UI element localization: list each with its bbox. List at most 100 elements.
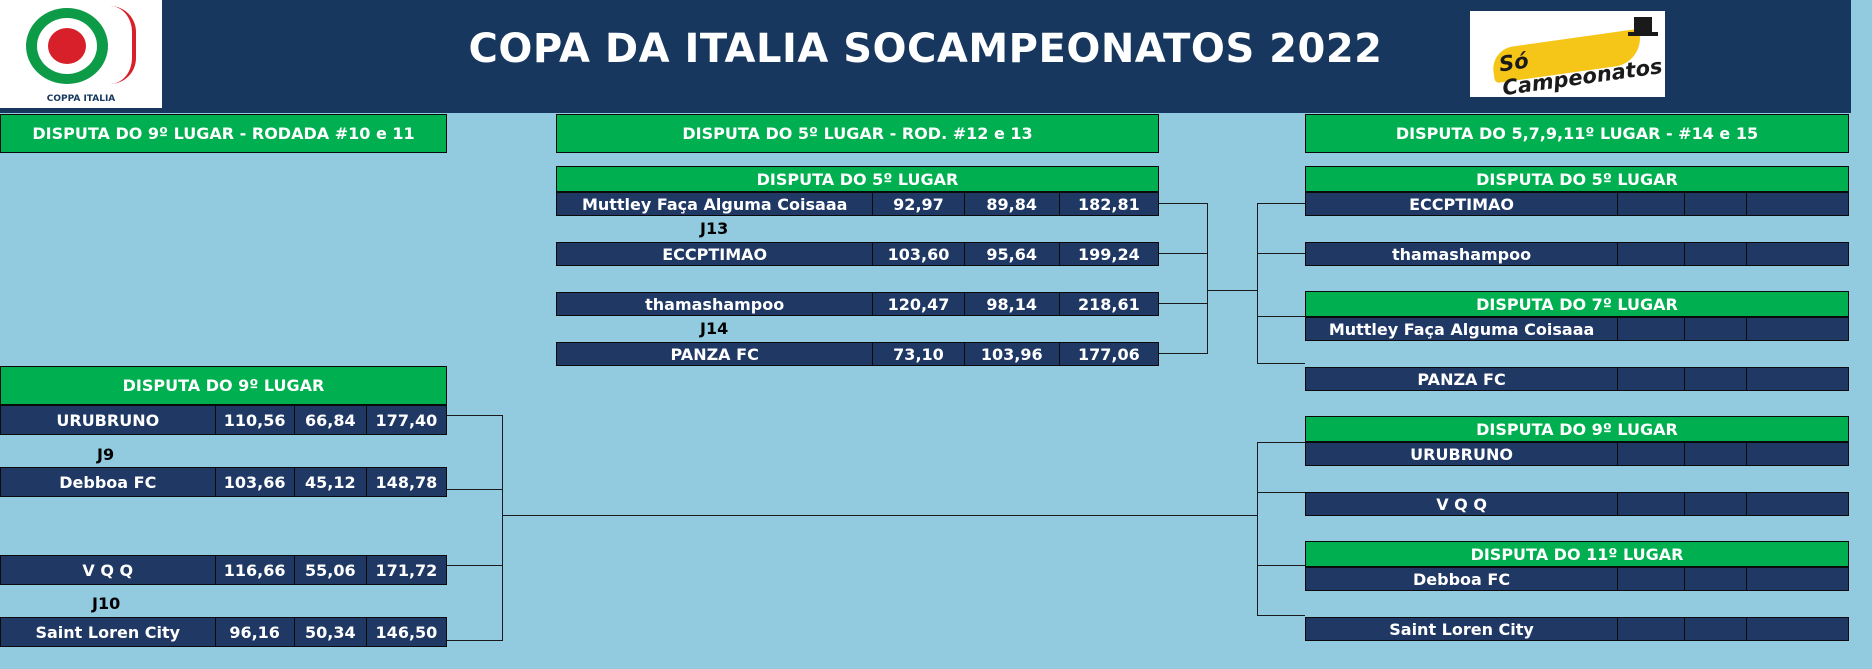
- j10-label: J10: [92, 594, 121, 613]
- score-total: 218,61: [1078, 294, 1140, 314]
- table-row: Muttley Faça Alguma Coisaaa: [1305, 317, 1849, 341]
- bracket-line: [1257, 442, 1258, 615]
- team-name: V Q Q: [1306, 493, 1619, 515]
- score-total: 182,81: [1078, 194, 1140, 214]
- score-total: [1747, 318, 1848, 340]
- team-name: Debboa FC: [1306, 568, 1619, 590]
- score-1: 103,66: [216, 468, 295, 496]
- score-1: 116,66: [216, 556, 295, 584]
- coppa-italia-caption: COPPA ITALIA: [46, 94, 116, 104]
- table-row: ECCPTIMAO: [1305, 192, 1849, 216]
- team-name: URUBRUNO: [1, 406, 216, 434]
- table-row: PANZA FC: [1305, 367, 1849, 391]
- table-row: thamashampoo 120,47 98,14 218,61: [556, 292, 1159, 316]
- middle-subheader: DISPUTA DO 5º LUGAR: [556, 166, 1159, 192]
- score-1: [1618, 443, 1685, 465]
- score-total: 199,24: [1078, 244, 1140, 264]
- bracket-line: [1159, 253, 1207, 254]
- score-1: [1618, 618, 1685, 640]
- bracket-line: [1257, 253, 1305, 254]
- bracket-line: [447, 565, 502, 566]
- score-2: [1685, 368, 1747, 390]
- right-section-header: DISPUTA DO 5,7,9,11º LUGAR - #14 e 15: [1305, 114, 1849, 153]
- score-2: 103,96: [965, 343, 1060, 365]
- score-2: 66,84: [295, 406, 367, 434]
- score-total: 177,40: [375, 410, 438, 430]
- bracket-line: [1257, 615, 1305, 616]
- score-2: 89,84: [965, 193, 1060, 215]
- bracket-line: [502, 415, 503, 641]
- score-total: [1747, 618, 1848, 640]
- team-name: ECCPTIMAO: [1306, 193, 1619, 215]
- team-name: Saint Loren City: [1306, 618, 1619, 640]
- table-row: thamashampoo: [1305, 242, 1849, 266]
- score-total: [1747, 568, 1848, 590]
- score-2: 95,64: [965, 243, 1060, 265]
- score-total: 148,78: [375, 472, 438, 492]
- right-sub-9th: DISPUTA DO 9º LUGAR: [1305, 416, 1849, 442]
- team-name: Muttley Faça Alguma Coisaaa: [1306, 318, 1619, 340]
- socampeonatos-logo-text: Só Campeonatos: [1497, 48, 1664, 101]
- table-row: URUBRUNO: [1305, 442, 1849, 466]
- team-name: URUBRUNO: [1306, 443, 1619, 465]
- table-row: Muttley Faça Alguma Coisaaa 92,97 89,84 …: [556, 192, 1159, 216]
- bracket-line: [447, 415, 502, 416]
- table-row: Saint Loren City: [1305, 617, 1849, 641]
- score-1: 92,97: [873, 193, 965, 215]
- middle-section-header: DISPUTA DO 5º LUGAR - ROD. #12 e 13: [556, 114, 1159, 153]
- score-1: 73,10: [873, 343, 965, 365]
- score-total: [1747, 193, 1848, 215]
- team-name: V Q Q: [1, 556, 216, 584]
- score-total: 171,72: [375, 560, 438, 580]
- bracket-line: [502, 515, 1257, 516]
- score-2: 55,06: [295, 556, 367, 584]
- team-name: thamashampoo: [1306, 243, 1619, 265]
- team-name: Debboa FC: [1, 468, 216, 496]
- j13-label: J13: [700, 219, 729, 238]
- score-2: [1685, 318, 1747, 340]
- score-2: 45,12: [295, 468, 367, 496]
- bracket-line: [1159, 203, 1207, 204]
- bracket-line: [1257, 565, 1305, 566]
- score-2: [1685, 493, 1747, 515]
- table-row: V Q Q: [1305, 492, 1849, 516]
- score-total: [1747, 243, 1848, 265]
- right-sub-5th: DISPUTA DO 5º LUGAR: [1305, 166, 1849, 192]
- left-subheader: DISPUTA DO 9º LUGAR: [0, 366, 447, 405]
- bracket-line: [1257, 203, 1305, 204]
- right-sub-7th: DISPUTA DO 7º LUGAR: [1305, 291, 1849, 317]
- score-1: [1618, 193, 1685, 215]
- right-sub-11th: DISPUTA DO 11º LUGAR: [1305, 541, 1849, 567]
- score-1: [1618, 368, 1685, 390]
- score-total: [1747, 493, 1848, 515]
- bracket-line: [1159, 353, 1207, 354]
- table-row: PANZA FC 73,10 103,96 177,06: [556, 342, 1159, 366]
- table-row: ECCPTIMAO 103,60 95,64 199,24: [556, 242, 1159, 266]
- score-2: 98,14: [965, 293, 1060, 315]
- score-2: [1685, 443, 1747, 465]
- score-2: [1685, 618, 1747, 640]
- table-row: V Q Q 116,66 55,06 171,72: [0, 555, 447, 585]
- score-2: [1685, 243, 1747, 265]
- bracket-line: [1257, 316, 1305, 317]
- score-2: [1685, 568, 1747, 590]
- score-1: 96,16: [216, 618, 295, 646]
- bracket-line: [447, 489, 502, 490]
- j9-label: J9: [97, 445, 115, 464]
- table-row: Debboa FC 103,66 45,12 148,78: [0, 467, 447, 497]
- team-name: Saint Loren City: [1, 618, 216, 646]
- table-row: URUBRUNO 110,56 66,84 177,40: [0, 405, 447, 435]
- page-title: COPA DA ITALIA SOCAMPEONATOS 2022: [468, 26, 1383, 72]
- team-name: PANZA FC: [1306, 368, 1619, 390]
- team-name: ECCPTIMAO: [557, 243, 874, 265]
- table-row: Saint Loren City 96,16 50,34 146,50: [0, 617, 447, 647]
- coppa-italia-logo: COPPA ITALIA: [0, 0, 162, 108]
- score-1: [1618, 318, 1685, 340]
- left-section-header: DISPUTA DO 9º LUGAR - RODADA #10 e 11: [0, 114, 447, 153]
- score-2: [1685, 193, 1747, 215]
- score-1: 120,47: [873, 293, 965, 315]
- socampeonatos-logo: Só Campeonatos: [1470, 11, 1665, 101]
- bracket-line: [1257, 442, 1305, 443]
- score-1: [1618, 243, 1685, 265]
- score-1: 103,60: [873, 243, 965, 265]
